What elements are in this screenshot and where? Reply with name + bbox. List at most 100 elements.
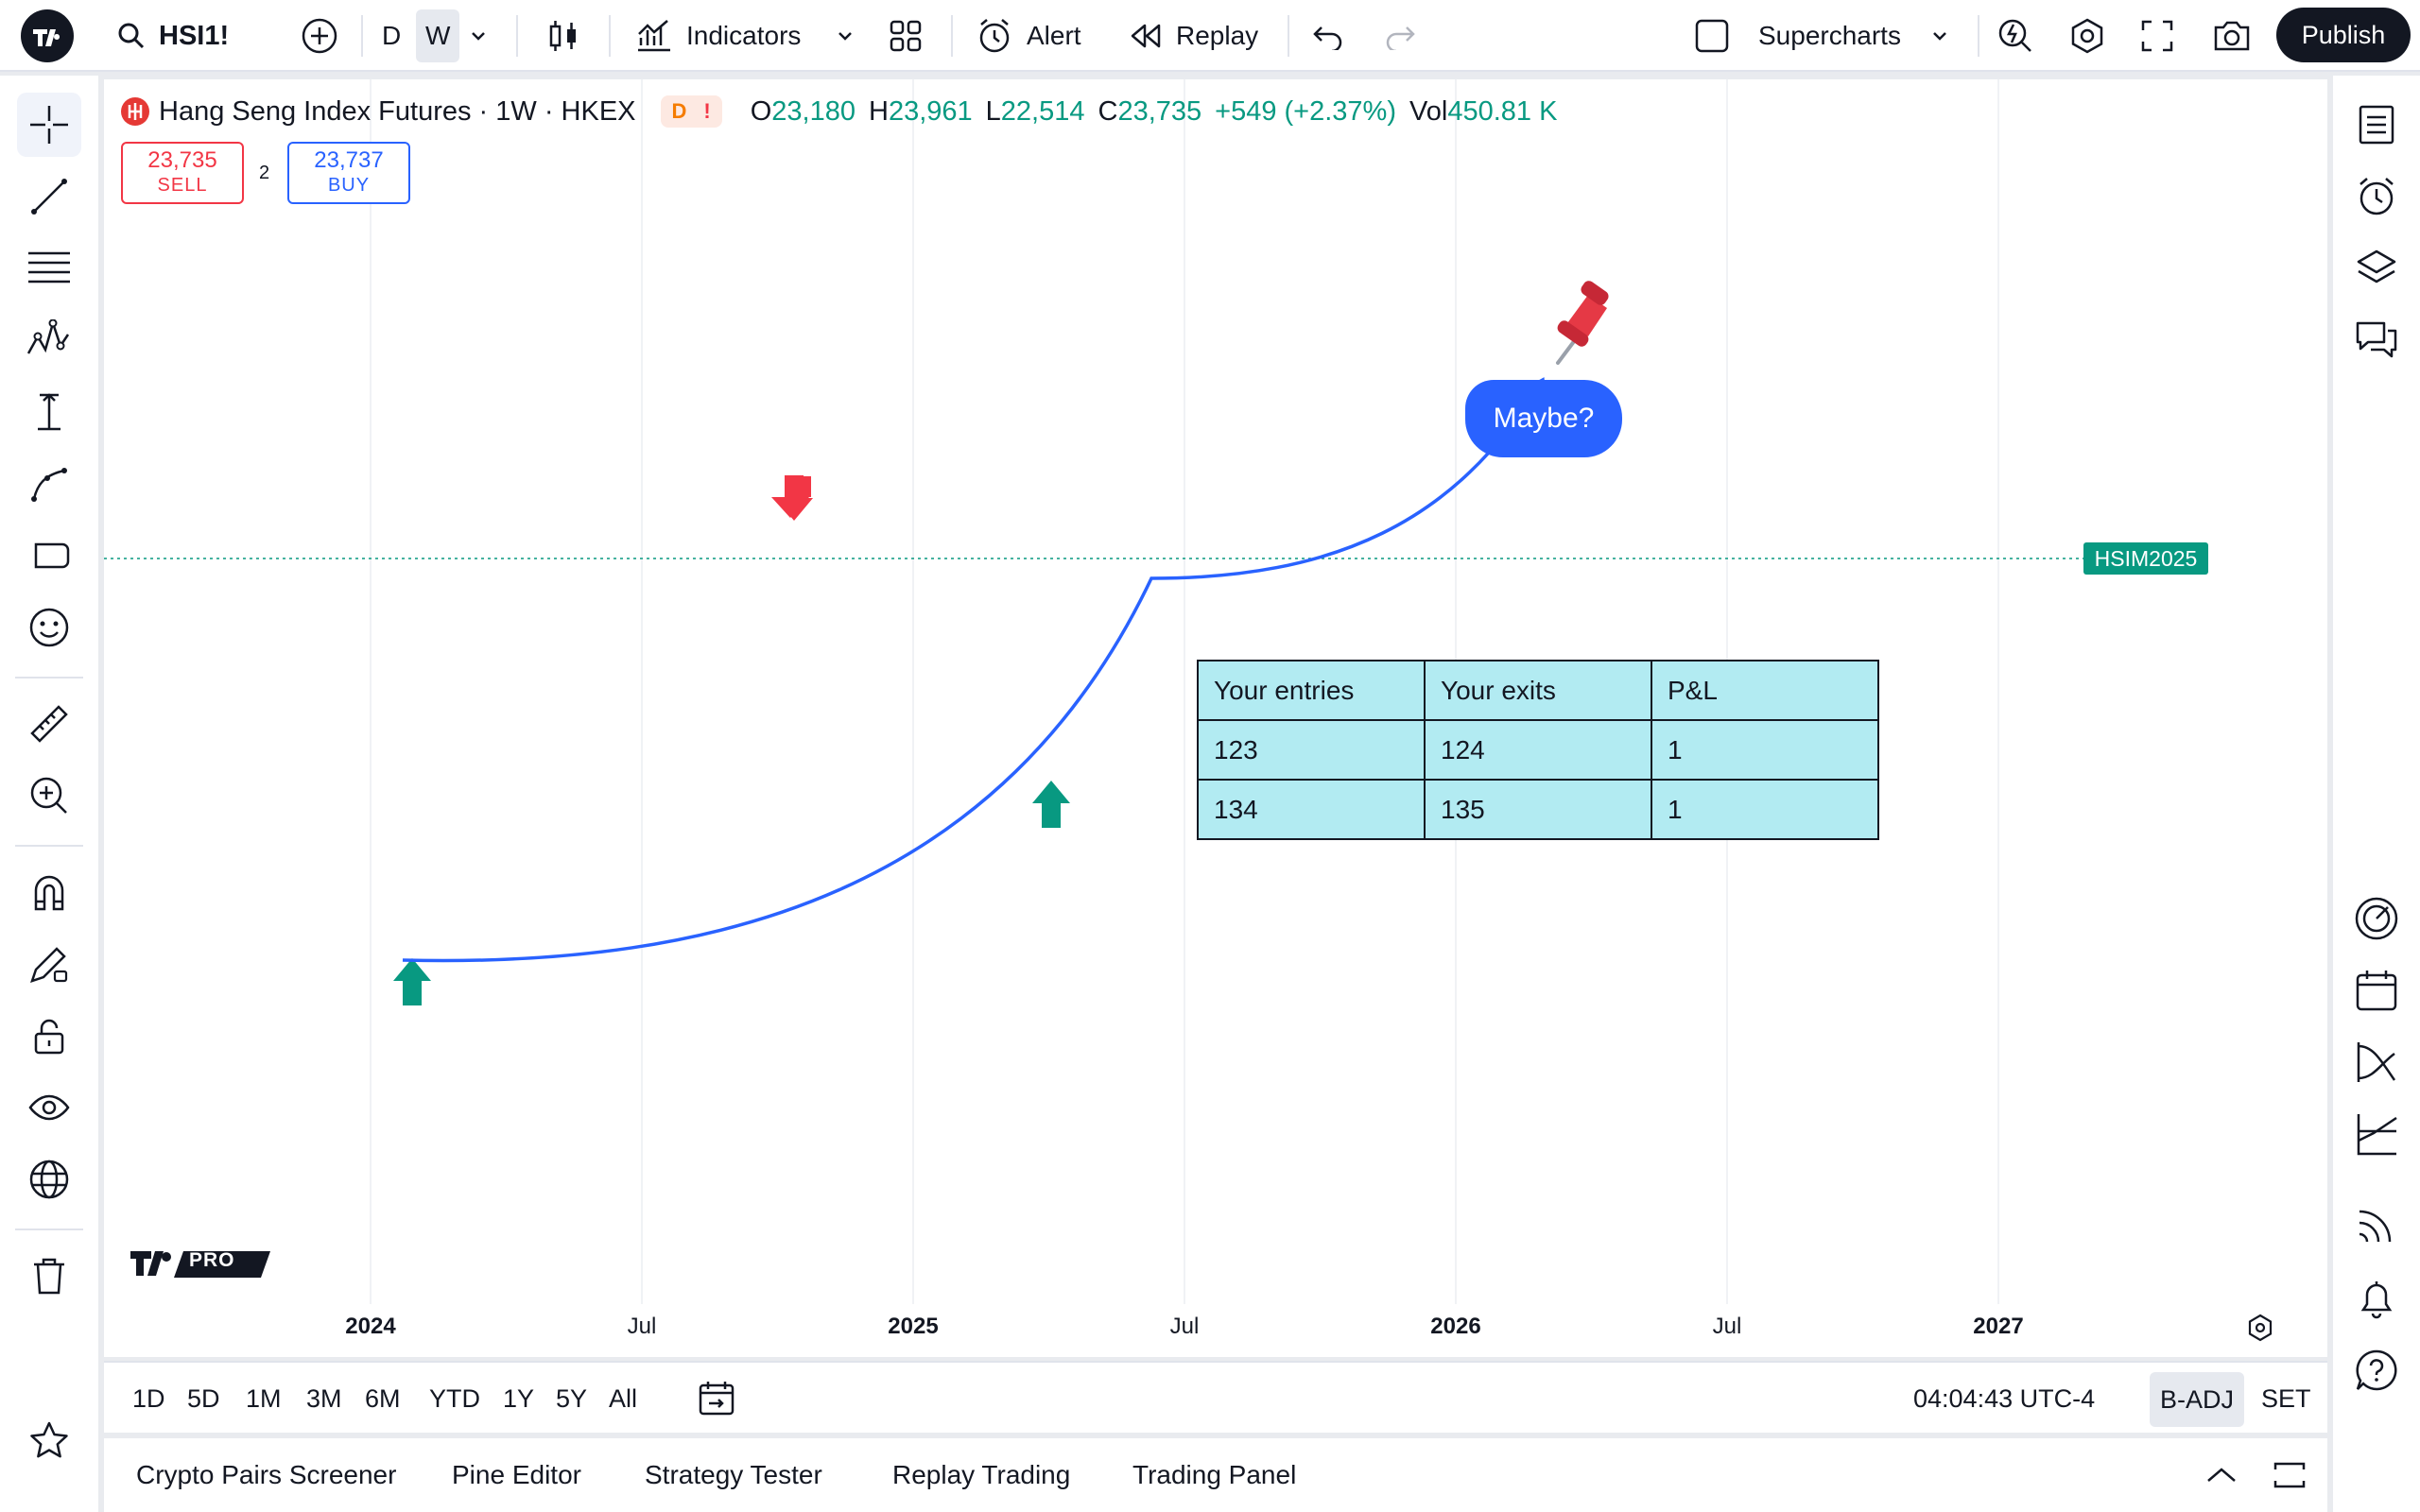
options-button[interactable] bbox=[2346, 1032, 2407, 1092]
snapshot-button[interactable] bbox=[2212, 0, 2252, 72]
buy-button[interactable]: 23,737 BUY bbox=[287, 142, 410, 204]
notifications-button[interactable] bbox=[2346, 1268, 2407, 1329]
fullscreen-button[interactable] bbox=[2140, 0, 2174, 72]
bottom-tab[interactable]: Crypto Pairs Screener bbox=[136, 1460, 397, 1489]
axis-settings-button[interactable] bbox=[2246, 1314, 2274, 1347]
series-legend[interactable]: Hang Seng Index Futures · 1W · HKEX D! O… bbox=[121, 91, 1557, 132]
undo-button[interactable] bbox=[1312, 0, 1344, 72]
replay-button[interactable]: Replay bbox=[1129, 0, 1258, 72]
search-lightning-icon bbox=[1998, 19, 2031, 52]
target-icon bbox=[2355, 897, 2398, 940]
chevron-down-icon bbox=[1933, 32, 1946, 41]
object-tree-button[interactable] bbox=[2346, 238, 2407, 299]
table-cell: 123 bbox=[1197, 719, 1426, 781]
sell-button[interactable]: 23,735 SELL bbox=[121, 142, 244, 204]
crosshair-icon bbox=[30, 106, 68, 144]
arrow-mark-up[interactable] bbox=[1032, 781, 1070, 828]
range-button[interactable]: 5D bbox=[187, 1383, 220, 1413]
quick-search-button[interactable] bbox=[1996, 0, 2034, 72]
magnet-tool[interactable] bbox=[17, 860, 81, 924]
layout-name[interactable]: Supercharts bbox=[1758, 21, 1901, 50]
alerts-button[interactable] bbox=[2346, 166, 2407, 227]
list-icon bbox=[2359, 105, 2394, 145]
watchlist-button[interactable] bbox=[2346, 94, 2407, 155]
tradingview-logo[interactable] bbox=[21, 0, 74, 72]
pnl-table[interactable]: Your entries Your exits P&L 123 124 1 13… bbox=[1197, 660, 1879, 840]
arrow-mark-down[interactable] bbox=[771, 475, 813, 521]
clock-timezone[interactable]: 04:04:43 UTC-4 bbox=[1913, 1383, 2096, 1413]
help-button[interactable] bbox=[2346, 1340, 2407, 1400]
chevron-down-icon bbox=[838, 32, 852, 41]
settings-button[interactable] bbox=[2068, 0, 2106, 72]
favorites-tool[interactable] bbox=[17, 1408, 81, 1472]
note-bubble[interactable]: Maybe? bbox=[1465, 380, 1622, 457]
indicators-button[interactable]: Indicators bbox=[635, 0, 801, 72]
maximize-panel-button[interactable] bbox=[2273, 1438, 2307, 1512]
chat-icon bbox=[2356, 321, 2397, 358]
chart-pane[interactable]: Hang Seng Index Futures · 1W · HKEX D! O… bbox=[104, 79, 2327, 1357]
redo-button[interactable] bbox=[1384, 0, 1416, 72]
symbol-name: HSI1! bbox=[159, 20, 230, 51]
table-header-row: Your entries Your exits P&L bbox=[1197, 660, 1879, 721]
collapse-panel-button[interactable] bbox=[2204, 1438, 2238, 1512]
pushpin-icon[interactable] bbox=[1555, 279, 1611, 365]
adjustment-button[interactable]: B-ADJ bbox=[2150, 1372, 2244, 1427]
interval-dropdown[interactable] bbox=[469, 0, 488, 72]
bottom-tab[interactable]: Trading Panel bbox=[1132, 1460, 1297, 1489]
range-button[interactable]: All bbox=[609, 1383, 638, 1413]
brush-tool[interactable] bbox=[17, 452, 81, 516]
chart-type-button[interactable] bbox=[546, 0, 580, 72]
arrow-mark-up[interactable] bbox=[393, 958, 431, 1005]
measure-tool[interactable] bbox=[17, 380, 81, 444]
fib-tool[interactable] bbox=[17, 236, 81, 301]
alert-button[interactable]: Alert bbox=[976, 0, 1081, 72]
crosshair-tool[interactable] bbox=[17, 93, 81, 157]
ruler-tool[interactable] bbox=[17, 692, 81, 756]
range-button[interactable]: 3M bbox=[306, 1383, 342, 1413]
technicals-button[interactable] bbox=[2346, 888, 2407, 949]
curved-arrow-drawing[interactable] bbox=[402, 381, 1543, 963]
trend-line-tool[interactable] bbox=[17, 164, 81, 229]
status-badge[interactable]: D! bbox=[660, 95, 722, 128]
remove-drawings-tool[interactable] bbox=[17, 1244, 81, 1308]
hide-drawings-tool[interactable] bbox=[17, 1075, 81, 1140]
table-header-cell: Your exits bbox=[1424, 660, 1652, 721]
layouts-button[interactable] bbox=[889, 0, 923, 72]
interval-w-button[interactable]: W bbox=[416, 0, 460, 72]
pine-button[interactable] bbox=[2346, 1104, 2407, 1164]
bottom-tab[interactable]: Strategy Tester bbox=[645, 1460, 822, 1489]
zoom-tool[interactable] bbox=[17, 764, 81, 828]
news-stream-button[interactable] bbox=[2346, 1194, 2407, 1255]
layout-dropdown[interactable] bbox=[1930, 0, 1949, 72]
right-sidebar bbox=[2333, 76, 2420, 1512]
range-button[interactable]: 6M bbox=[365, 1383, 401, 1413]
layout-checkbox[interactable] bbox=[1694, 0, 1730, 72]
range-button[interactable]: 5Y bbox=[556, 1383, 588, 1413]
globe-tool[interactable] bbox=[17, 1147, 81, 1211]
top-toolbar: HSI1! D W Indicators Alert Replay Superc… bbox=[0, 0, 2420, 72]
bottom-tab[interactable]: Replay Trading bbox=[892, 1460, 1071, 1489]
emoji-tool[interactable] bbox=[17, 595, 81, 660]
bottom-panel: Crypto Pairs Screener Pine Editor Strategy… bbox=[104, 1438, 2327, 1512]
redo-icon bbox=[1386, 26, 1415, 50]
pattern-tool[interactable] bbox=[17, 308, 81, 372]
range-button[interactable]: 1M bbox=[246, 1383, 282, 1413]
layers-icon bbox=[2357, 249, 2396, 284]
chats-button[interactable] bbox=[2346, 310, 2407, 370]
bottom-tab[interactable]: Pine Editor bbox=[452, 1460, 581, 1489]
range-button[interactable]: YTD bbox=[429, 1383, 480, 1413]
publish-button[interactable]: Publish bbox=[2276, 8, 2411, 62]
range-button[interactable]: 1D bbox=[132, 1383, 165, 1413]
table-row: 134 135 1 bbox=[1197, 779, 1879, 840]
shape-tool[interactable] bbox=[17, 524, 81, 588]
lock-drawings-tool[interactable] bbox=[17, 1004, 81, 1068]
interval-d-button[interactable]: D bbox=[382, 21, 402, 50]
calendar-button[interactable] bbox=[2346, 960, 2407, 1021]
indicators-dropdown[interactable] bbox=[836, 0, 855, 72]
compare-symbol-button[interactable] bbox=[301, 0, 338, 72]
goto-date-button[interactable] bbox=[698, 1363, 735, 1435]
session-button[interactable]: SET bbox=[2261, 1383, 2311, 1413]
stay-drawing-tool[interactable] bbox=[17, 932, 81, 996]
symbol-search[interactable]: HSI1! bbox=[117, 0, 229, 72]
range-button[interactable]: 1Y bbox=[503, 1383, 535, 1413]
